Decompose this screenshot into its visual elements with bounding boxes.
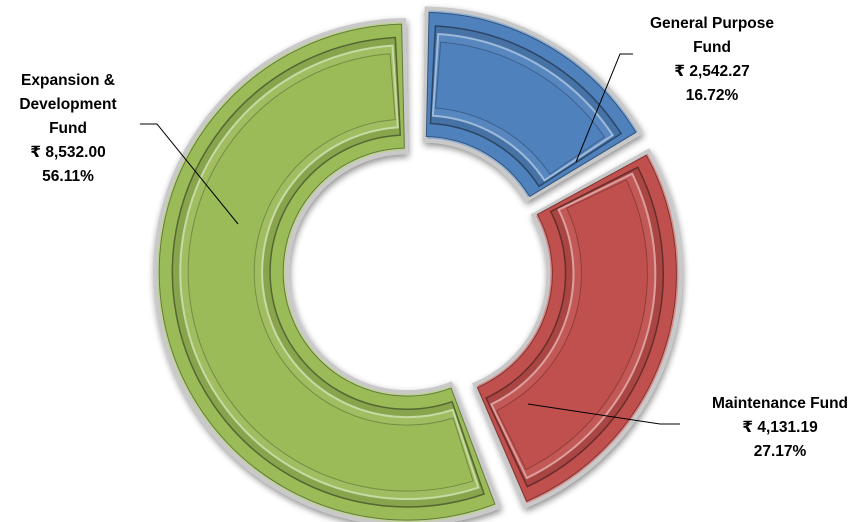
- slice-label: Expansion &: [21, 72, 115, 89]
- data-label-general-purpose-fund: General Purpose Fund ₹ 2,542.27 16.72%: [650, 15, 774, 104]
- slices-layer: [155, 9, 680, 522]
- data-label-expansion-and-development-fund: Expansion & Development Fund ₹ 8,532.00 56.1…: [19, 72, 116, 185]
- slice-label: General Purpose: [650, 15, 774, 32]
- slice-label: Maintenance Fund: [712, 395, 848, 412]
- slice-general-purpose-fund[interactable]: [425, 9, 641, 200]
- slice-percent: 27.17%: [754, 443, 807, 460]
- slice-value: ₹ 8,532.00: [30, 144, 105, 161]
- slice-maintenance-fund[interactable]: [475, 151, 681, 506]
- slice-percent: 56.11%: [42, 168, 94, 185]
- slice-value: ₹ 4,131.19: [742, 419, 818, 436]
- data-label-maintenance-fund: Maintenance Fund ₹ 4,131.19 27.17%: [712, 395, 848, 460]
- slice-label: Development: [19, 96, 116, 113]
- slice-value: ₹ 2,542.27: [674, 63, 749, 80]
- slice-label: Fund: [693, 39, 731, 56]
- slice-percent: 16.72%: [686, 87, 739, 104]
- slice-label: Fund: [49, 120, 87, 137]
